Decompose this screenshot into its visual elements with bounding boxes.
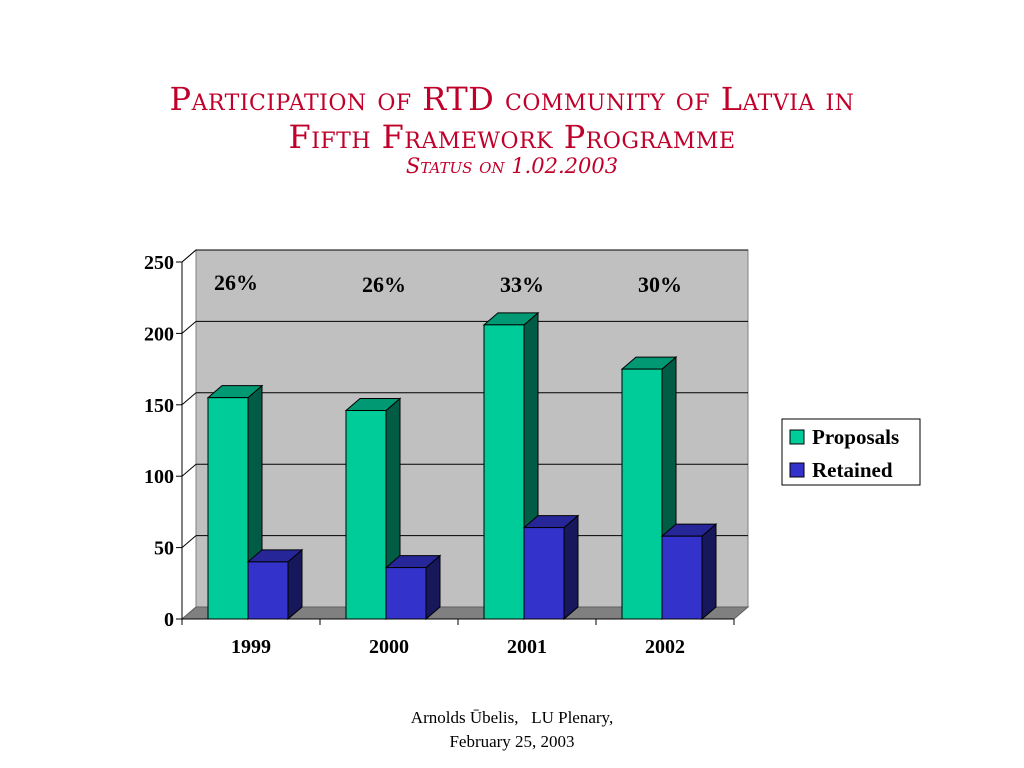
bar-proposals-2000 [345,410,387,620]
legend-swatch-proposals [789,429,805,445]
y-tick-label: 150 [144,395,174,417]
proposals-chart: 0 50 100 150 200 250 1999 26% 2000 26% 2001 33% 2002… [144,248,921,658]
slide-title: Participation of RTD community of Latvia… [0,80,1024,156]
y-tick-label: 100 [144,466,174,488]
legend-swatch-retained [789,462,805,478]
percentage-annotation: 30% [638,272,682,297]
bar-proposals-1999 [207,397,249,620]
bar-retained-2000 [385,567,427,620]
slide-title-line-2: Fifth Framework Programme [288,118,736,156]
y-tick-label: 250 [144,252,174,274]
bar-retained-1999 [247,561,289,620]
gridline-side [181,463,197,477]
bar-proposals-2001 [483,324,525,620]
bar-proposals-2002 [621,368,663,620]
percentage-annotation: 33% [500,272,544,297]
slide-subtitle: Status on 1.02.2003 [405,154,619,178]
gridline-side [181,392,197,406]
plot-side-wall [181,248,197,621]
bar-retained-2001-side [563,514,579,621]
y-tick-label: 0 [164,609,174,631]
legend-box [781,418,921,486]
slide-title-line-1: Participation of RTD community of Latvia… [169,80,855,118]
footer-line-1: Arnolds Ūbelis, LU Plenary, [410,708,614,727]
x-tick-label: 2002 [645,636,685,658]
x-tick-label: 2000 [369,636,409,658]
legend-label-proposals: Proposals [812,425,899,449]
bar-retained-2002 [661,535,703,620]
gridline-side [181,535,197,548]
slide-footer: Arnolds Ūbelis, LU Plenary, February 25,… [0,706,1024,754]
gridline-side [181,321,197,334]
percentage-annotation: 26% [362,272,406,297]
gridline-side [181,249,197,263]
legend-label-retained: Retained [812,458,893,482]
footer-line-2: February 25, 2003 [449,732,575,751]
bar-retained-2001 [523,527,565,620]
x-tick-label: 2001 [507,636,547,658]
y-tick-label: 200 [144,323,174,345]
percentage-annotation: 26% [214,270,258,295]
y-tick-label: 50 [154,538,174,560]
x-tick-label: 1999 [231,636,271,658]
bar-retained-2002-side [701,523,717,621]
